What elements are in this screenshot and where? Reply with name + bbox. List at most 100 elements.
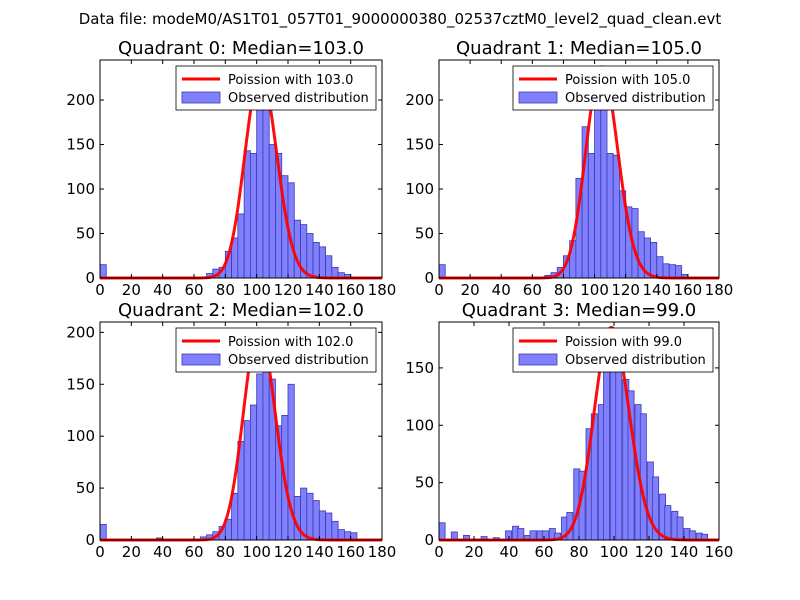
- histogram-bar: [668, 264, 676, 279]
- y-tick-label: 150: [66, 136, 95, 154]
- y-tick-label: 150: [66, 375, 95, 393]
- legend-bar-swatch: [181, 353, 221, 366]
- histogram-bar: [517, 528, 525, 541]
- x-tick-label: 20: [122, 281, 141, 299]
- x-tick-label: 180: [368, 281, 397, 299]
- histogram-bar: [231, 492, 239, 541]
- legend-label-observed: Observed distribution: [228, 353, 369, 368]
- legend-label-observed: Observed distribution: [228, 91, 369, 106]
- x-tick-label: 60: [523, 281, 542, 299]
- x-tick-label: 80: [569, 543, 588, 561]
- y-tick-label: 0: [424, 531, 434, 549]
- panel-quadrant-3: Quadrant 3: Median=99.0 0 20 40 60 80 100 120 14…: [405, 300, 733, 561]
- histogram-bar: [675, 265, 683, 279]
- x-tick-label: 80: [216, 281, 235, 299]
- histogram-bar: [312, 500, 320, 541]
- histogram-bar: [293, 219, 301, 279]
- histogram-bar: [603, 367, 611, 541]
- y-tick-label: 200: [66, 91, 95, 109]
- histogram-bar: [606, 153, 614, 279]
- histogram-bar: [249, 404, 258, 541]
- histogram-bar: [676, 516, 684, 541]
- histogram-bar: [662, 263, 670, 279]
- x-tick-label: 100: [242, 543, 271, 561]
- x-tick-label: 20: [464, 543, 483, 561]
- x-tick-label: 140: [670, 543, 699, 561]
- y-tick-label: 50: [76, 479, 95, 497]
- histogram-bar: [656, 256, 664, 279]
- y-tick-label: 100: [66, 427, 95, 445]
- x-tick-label: 60: [184, 281, 203, 299]
- y-tick-label: 0: [85, 269, 95, 287]
- legend-label-observed: Observed distribution: [565, 91, 706, 106]
- y-tick-label: 0: [424, 269, 434, 287]
- histogram-bar: [237, 213, 245, 279]
- x-tick-label: 120: [274, 543, 303, 561]
- x-tick-label: 160: [336, 281, 365, 299]
- x-tick-label: 60: [184, 543, 203, 561]
- legend: Poission with 102.0 Observed distribution: [175, 327, 377, 373]
- x-tick-label: 60: [534, 543, 553, 561]
- x-tick-label: 40: [153, 281, 172, 299]
- x-tick-label: 160: [336, 543, 365, 561]
- histogram-bar: [600, 92, 608, 279]
- y-tick-label: 150: [405, 136, 434, 154]
- histogram-bar: [331, 520, 339, 541]
- axes-frame: [99, 59, 383, 279]
- panel-title: Quadrant 0: Median=103.0: [118, 38, 364, 59]
- x-tick-label: 80: [216, 543, 235, 561]
- histogram-bar: [249, 153, 258, 279]
- x-tick-label: 140: [305, 543, 334, 561]
- x-tick-label: 40: [153, 543, 172, 561]
- legend-label-poisson: Poission with 103.0: [228, 73, 353, 88]
- x-tick-label: 40: [492, 281, 511, 299]
- y-tick-label: 100: [405, 180, 434, 198]
- histogram-bar: [262, 354, 270, 541]
- histogram-bar: [438, 522, 446, 541]
- x-tick-label: 100: [242, 281, 271, 299]
- x-tick-label: 80: [554, 281, 573, 299]
- axes-frame: [99, 321, 383, 541]
- histogram-bar: [337, 529, 345, 541]
- x-tick-label: 120: [611, 281, 640, 299]
- x-tick-label: 0: [95, 281, 105, 299]
- histogram-bar: [318, 246, 327, 279]
- legend-label-observed: Observed distribution: [565, 353, 706, 368]
- histogram-bar: [639, 413, 647, 541]
- histogram-bar: [306, 492, 314, 541]
- legend: Poission with 103.0 Observed distribution: [175, 65, 377, 111]
- y-tick-label: 50: [415, 225, 434, 243]
- legend: Poission with 99.0 Observed distribution: [512, 327, 714, 373]
- histogram-bar: [268, 144, 276, 279]
- histogram-bar: [243, 150, 251, 279]
- histogram-bar: [262, 108, 270, 279]
- x-tick-label: 100: [600, 543, 629, 561]
- histogram-bar: [664, 505, 672, 541]
- x-tick-label: 20: [122, 543, 141, 561]
- y-tick-label: 50: [415, 474, 434, 492]
- legend-label-poisson: Poission with 99.0: [565, 335, 682, 350]
- x-tick-label: 0: [434, 281, 444, 299]
- histogram-bar: [318, 510, 327, 541]
- legend-bar-swatch: [518, 91, 558, 104]
- y-tick-label: 100: [405, 416, 434, 434]
- panel-quadrant-2: Quadrant 2: Median=102.00 20 40 60 80 100 120 1…: [66, 300, 396, 561]
- x-tick-label: 0: [434, 543, 444, 561]
- x-tick-label: 140: [642, 281, 671, 299]
- histogram-bar: [256, 373, 264, 541]
- histogram-bar: [587, 153, 595, 279]
- x-tick-label: 140: [305, 281, 334, 299]
- x-tick-label: 0: [95, 543, 105, 561]
- legend-label-poisson: Poission with 105.0: [565, 73, 690, 88]
- x-tick-label: 100: [580, 281, 609, 299]
- histogram-bar: [312, 242, 320, 279]
- panel-title: Quadrant 1: Median=105.0: [456, 38, 702, 59]
- panel-title: Quadrant 3: Median=99.0: [462, 300, 697, 321]
- histogram-bar: [243, 420, 251, 541]
- x-tick-label: 160: [674, 281, 703, 299]
- panel-title: Quadrant 2: Median=102.0: [118, 300, 364, 321]
- histogram-bar: [438, 264, 446, 279]
- histogram-bar: [99, 264, 107, 279]
- x-tick-label: 120: [274, 281, 303, 299]
